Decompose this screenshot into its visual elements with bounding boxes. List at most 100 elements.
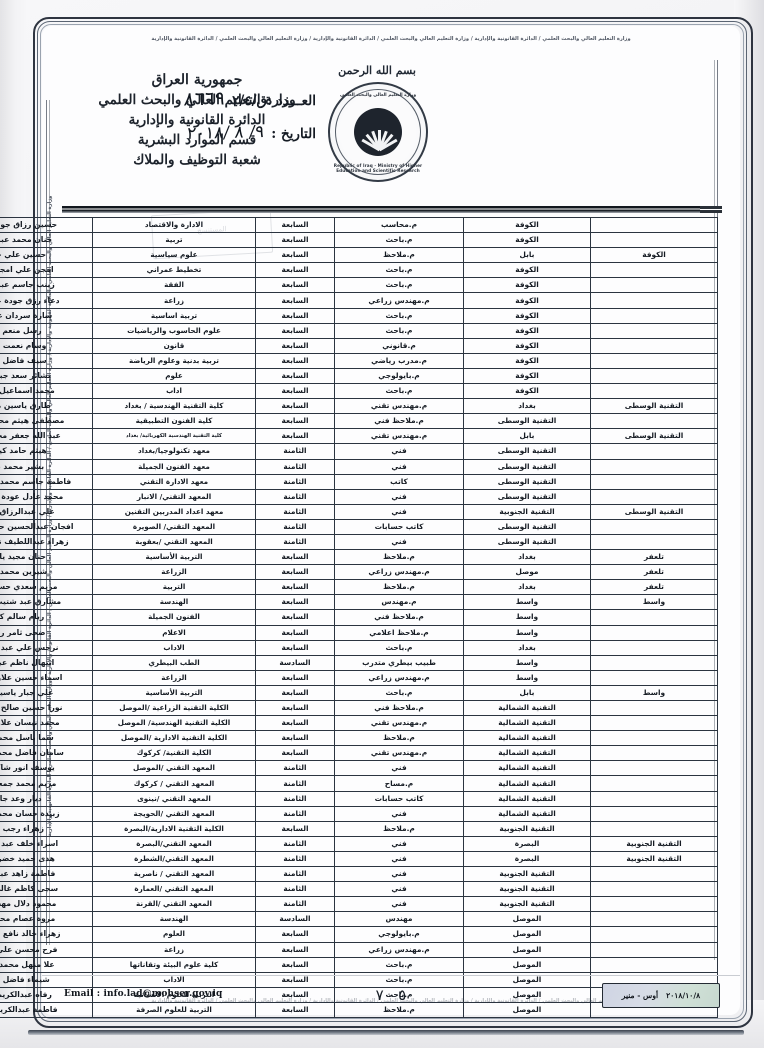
cell-name: امجن علي امجن علي: [0, 262, 93, 279]
cell-grade: الثامنة: [255, 473, 335, 490]
cell-college: علوم: [92, 367, 256, 385]
cell-univ: بغداد: [463, 398, 591, 415]
cell-college: تخطيط عمراني: [92, 262, 256, 279]
cell-title: فني: [334, 896, 464, 913]
cell-name: زبيدة حسان محمود خلف: [0, 805, 93, 822]
cell-title: فني: [334, 458, 464, 475]
ministry-line-unit: شعبة التوظيف والملاك: [133, 152, 261, 168]
table-row: التقنية الشمالية فني الثامنة المعهد التقني …: [0, 805, 718, 822]
table-row: التقنية الشمالية م.ملاحظ فني السابعة الكلية…: [0, 699, 718, 717]
table-row: واسط م.ملاحظ فني السابعة الفنون الجميلة ريام…: [0, 609, 718, 626]
cell-title: م.ملاحظ: [334, 820, 464, 837]
cell-name: هيثم حامد كياشي: [0, 443, 93, 460]
cell-name: ضحى ثامر راضي: [0, 624, 93, 641]
cell-title: م.مساح: [334, 775, 464, 792]
cell-college: العلوم: [92, 926, 256, 943]
cell-auth: [590, 277, 718, 294]
cell-title: طبيب بيطري متدرب: [334, 654, 464, 671]
cell-grade: الثامنة: [255, 458, 335, 475]
cell-auth: [590, 926, 718, 943]
cell-college: المعهد التقني/البصرة: [92, 835, 256, 852]
cell-grade: السادسة: [255, 911, 335, 928]
table-row: الكوفة م.مهندس زراعي السابعة زراعة دعاء رزق …: [0, 292, 718, 309]
cell-college: الكلية التقنية الادارية/البصرة: [92, 820, 256, 837]
cell-grade: السابعة: [255, 594, 335, 611]
table-row: تلعفر بغداد م.ملاحظ السابعة التربية مريم سعدي…: [0, 579, 718, 596]
document-number-row: العـــدد :ق/٢/٤ ٨٦٦٩: [66, 87, 316, 110]
stamp-name: أوس - منير: [621, 991, 659, 1000]
cell-univ: الموصل: [463, 956, 591, 973]
cell-auth: التقنية الوسطى: [590, 398, 718, 415]
cell-college: الاداب: [92, 639, 256, 656]
employment-table-wrapper: الكوفة م.محاسب السابعة الادارة والاقتصاد حسي…: [0, 216, 718, 1018]
cell-auth: تلعفر: [590, 579, 718, 596]
cell-auth: [590, 488, 718, 505]
table-row: التقنية الجنوبية البصرة فني الثامنة المعهد ا…: [0, 850, 718, 868]
cell-univ: التقنية الجنوبية: [463, 881, 591, 898]
cell-auth: [590, 624, 718, 641]
cell-grade: السابعة: [255, 564, 335, 581]
cell-grade: الثامنة: [255, 488, 335, 505]
cell-auth: [590, 337, 718, 354]
cell-grade: الثامنة: [255, 866, 335, 883]
cell-name: علي عبدالرزاق عريبي: [0, 503, 93, 520]
ministry-emblem-icon: وزارة التعليم العالي والبحث العلمي Repub…: [328, 82, 428, 182]
cell-auth: [590, 352, 718, 369]
cell-univ: الكوفة: [463, 216, 591, 234]
cell-grade: السابعة: [255, 413, 335, 430]
cell-title: م.ملاحظ: [334, 247, 464, 264]
cell-auth: [590, 609, 718, 626]
cell-name: اسراء خلف عبد الحسين: [0, 835, 93, 852]
table-row: واسط م.مهندس زراعي السابعة الزراعة اسماء حسي…: [0, 669, 718, 686]
cell-auth: التقنية الوسطى: [590, 428, 718, 445]
cell-grade: الثامنة: [255, 503, 335, 520]
document-date-row: التاريخ : ٩/ ٨ /٢٠١٨: [66, 122, 316, 144]
cell-univ: الكوفة: [463, 367, 591, 385]
cell-grade: السابعة: [255, 307, 335, 324]
cell-grade: السابعة: [255, 579, 335, 596]
cell-title: م.مدرب رياضي: [334, 352, 464, 369]
cell-auth: [590, 730, 718, 747]
typist-stamp-box: ٢٠١٨/١٠/٨ أوس - منير: [602, 983, 720, 1008]
cell-title: م.ملاحظ: [334, 579, 464, 596]
table-row: واسط طبيب بيطري متدرب السادسة الطب البيطري ا…: [0, 654, 718, 671]
table-row: التقنية الوسطى م.ملاحظ فني السابعة كلية الف…: [0, 413, 718, 430]
cell-univ: التقنية الشمالية: [463, 745, 591, 762]
cell-grade: السابعة: [255, 715, 335, 732]
cell-college: المعهد التقني /القرنة: [92, 896, 256, 913]
cell-title: م.باحث: [334, 684, 464, 702]
cell-univ: بغداد: [463, 639, 591, 656]
page-number: ٥ - ٧: [375, 986, 407, 1004]
cell-college: التربية للعلوم الصرفة: [92, 1001, 256, 1018]
cell-college: الادارة والاقتصاد: [92, 216, 256, 234]
cell-title: م.ملاحظ فني: [334, 609, 464, 626]
cell-grade: السابعة: [255, 941, 335, 958]
cell-auth: [590, 745, 718, 762]
cell-auth: [590, 473, 718, 490]
cell-grade: السابعة: [255, 322, 335, 339]
cell-univ: الكوفة: [463, 277, 591, 294]
table-row: التقنية الشمالية م.مهندس تقني السابعة الكلي…: [0, 745, 718, 762]
cell-college: المعهد التقني /بعقوبة: [92, 533, 256, 551]
cell-auth: [590, 383, 718, 400]
table-row: الموصل م.باحث السابعة كلية علوم البيئة وتقا…: [0, 956, 718, 973]
cell-univ: التقنية الجنوبية: [463, 866, 591, 883]
cell-title: م.مهندس تقني: [334, 428, 464, 445]
cell-college: اداب: [92, 383, 256, 400]
table-row: الكوفة م.باحث السابعة تربية اساسية سارة سردا…: [0, 307, 718, 324]
emblem-ring: [335, 89, 421, 175]
cell-college: كلية التقنية الهندسية / بغداد: [92, 398, 256, 415]
cell-grade: السابعة: [255, 956, 335, 973]
table-row: التقنية الجنوبية م.ملاحظ السابعة الكلية الت…: [0, 820, 718, 837]
cell-univ: التقنية الوسطى: [463, 533, 591, 551]
cell-title: فني: [334, 503, 464, 520]
basmala-calligraphy: بسم الله الرحمن الرحيم: [338, 64, 416, 103]
cell-univ: واسط: [463, 624, 591, 641]
ministry-line-section: قسم الموارد البشرية: [137, 132, 257, 148]
cell-grade: السابعة: [255, 277, 335, 294]
cell-grade: الثامنة: [255, 790, 335, 807]
cell-name: بشائر سعد جبار عبد: [0, 367, 93, 385]
cell-college: زراعة: [92, 941, 256, 958]
cell-grade: السادسة: [255, 654, 335, 671]
